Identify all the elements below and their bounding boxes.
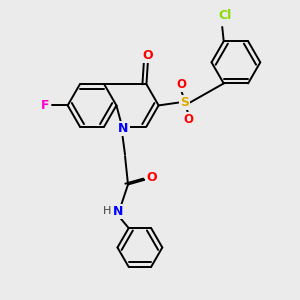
Text: S: S — [180, 96, 189, 109]
Text: Cl: Cl — [218, 9, 231, 22]
Text: H: H — [103, 206, 111, 216]
Text: O: O — [146, 171, 157, 184]
Text: F: F — [40, 99, 49, 112]
Text: O: O — [142, 49, 153, 62]
Text: N: N — [113, 205, 124, 218]
Text: O: O — [183, 113, 194, 126]
Text: N: N — [118, 122, 129, 134]
Text: O: O — [176, 78, 186, 91]
